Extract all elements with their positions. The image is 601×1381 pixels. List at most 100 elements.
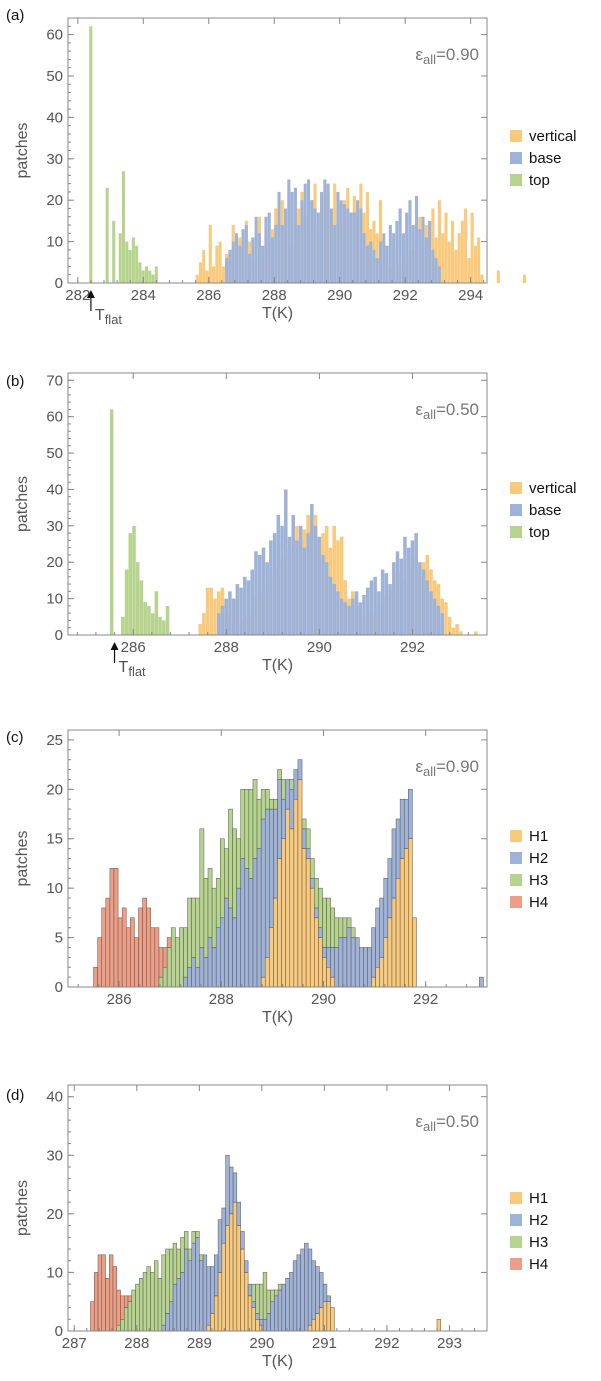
bar-H2 (199, 947, 205, 988)
bar-base (235, 584, 240, 635)
legend-swatch-H1 (510, 830, 522, 842)
bar-base (328, 576, 333, 635)
bar-top (89, 26, 93, 283)
chart-panel-2: (b) 286 288 290 292 0 10 20 30 40 50 60 70 T(K) patche… (6, 372, 577, 679)
x-tick-label: 282 (65, 287, 90, 304)
bar-H4 (97, 1254, 103, 1332)
bar-base (365, 245, 369, 283)
bar-base (261, 245, 265, 283)
bar-H3 (207, 868, 213, 938)
x-tick-label: 288 (124, 1335, 149, 1352)
y-tick-label: 10 (46, 591, 63, 608)
bar-H1 (301, 848, 307, 988)
bar-base (425, 580, 430, 635)
bar-H3 (180, 1237, 185, 1273)
bar-base (251, 237, 255, 283)
bar-base (373, 576, 377, 635)
bar-vertical (205, 587, 210, 635)
bar-base (437, 266, 441, 283)
bar-H2 (211, 947, 217, 988)
bar-top (109, 409, 114, 635)
bar-base (321, 554, 325, 635)
bar-vertical (209, 587, 214, 635)
bar-H3 (220, 838, 225, 919)
bar-base (264, 216, 268, 283)
bar-H2 (169, 1301, 174, 1332)
legend-swatch-H3 (510, 1236, 522, 1248)
x-tick-label: 284 (131, 287, 156, 304)
x-tick-label: 286 (107, 991, 132, 1008)
bar-top (139, 580, 144, 635)
bar-vertical (457, 233, 461, 283)
bar-top (112, 220, 116, 283)
bar-base (317, 536, 322, 635)
bar-H2 (251, 1301, 256, 1308)
x-axis: 286 288 290 292 (77, 730, 488, 1008)
chart-panel-1: (a) 282 284 286 288 290 292 294 0 10 20 30 40 50 60 T(K… (6, 7, 577, 327)
bar-H1 (273, 897, 278, 988)
bar-H1 (289, 828, 295, 988)
bar-base (356, 200, 360, 283)
chart-panel-3: (c) 286 288 290 292 0 5 10 15 20 25 T(K) patches εall… (6, 729, 548, 1026)
bar-H3 (244, 789, 250, 869)
bar-top (128, 533, 133, 635)
legend-label-top: top (529, 172, 550, 189)
bar-base (297, 225, 301, 283)
bar-vertical (496, 270, 500, 283)
bar-H4 (146, 907, 152, 988)
x-tick-label: 286 (121, 639, 146, 656)
x-tick-label: 290 (311, 991, 336, 1008)
legend-swatch-top (510, 174, 522, 186)
bar-H2 (367, 947, 372, 988)
x-tick-label: 291 (312, 1335, 337, 1352)
bar-base (401, 233, 405, 283)
bar-H3 (338, 917, 344, 938)
bar-H4 (116, 1289, 121, 1326)
bar-H2 (183, 976, 188, 988)
bar-top (165, 605, 170, 635)
bar-H2 (300, 1248, 305, 1332)
bar-H1 (221, 1242, 226, 1332)
bar-base (293, 187, 297, 283)
bar-H3 (240, 789, 246, 859)
bar-base (303, 183, 307, 283)
bar-base (265, 562, 269, 635)
bar-H1 (247, 1295, 253, 1332)
bar-H2 (395, 818, 401, 879)
bar-base (365, 587, 370, 635)
y-tick-label: 70 (46, 372, 63, 389)
bar-H3 (277, 769, 282, 780)
epsilon-symbol: ε (415, 400, 423, 419)
bar-base (346, 208, 350, 283)
bar-H1 (307, 1324, 313, 1332)
bar-H1 (244, 1272, 249, 1332)
tflat-arrow-head (86, 290, 95, 298)
bar-base (272, 533, 277, 635)
bar-base (392, 233, 396, 283)
bar-vertical (447, 616, 452, 635)
bar-H3 (322, 897, 327, 948)
bar-base (349, 212, 353, 283)
bar-H3 (195, 1231, 200, 1238)
bar-H4 (142, 897, 147, 988)
bar-base (290, 191, 294, 283)
bar-top (125, 241, 129, 283)
tflat-arrow-head (110, 642, 119, 650)
bar-H4 (117, 917, 123, 988)
bar-H3 (314, 878, 319, 909)
y-tick-label: 50 (46, 68, 63, 85)
bar-top (147, 605, 151, 635)
x-tick-label: 290 (327, 287, 352, 304)
bar-H3 (326, 897, 331, 948)
bar-vertical (454, 249, 458, 283)
bar-vertical (460, 220, 464, 283)
legend-label-H2: H2 (529, 850, 548, 867)
bar-base (339, 200, 343, 283)
bar-H3 (256, 798, 262, 849)
bar-H2 (307, 1248, 313, 1326)
legend-swatch-top (510, 526, 522, 538)
bar-H2 (281, 1283, 286, 1332)
bar-base (324, 562, 329, 635)
x-axis: 287 288 289 290 291 292 293 (62, 1085, 488, 1352)
bar-H2 (371, 927, 376, 978)
